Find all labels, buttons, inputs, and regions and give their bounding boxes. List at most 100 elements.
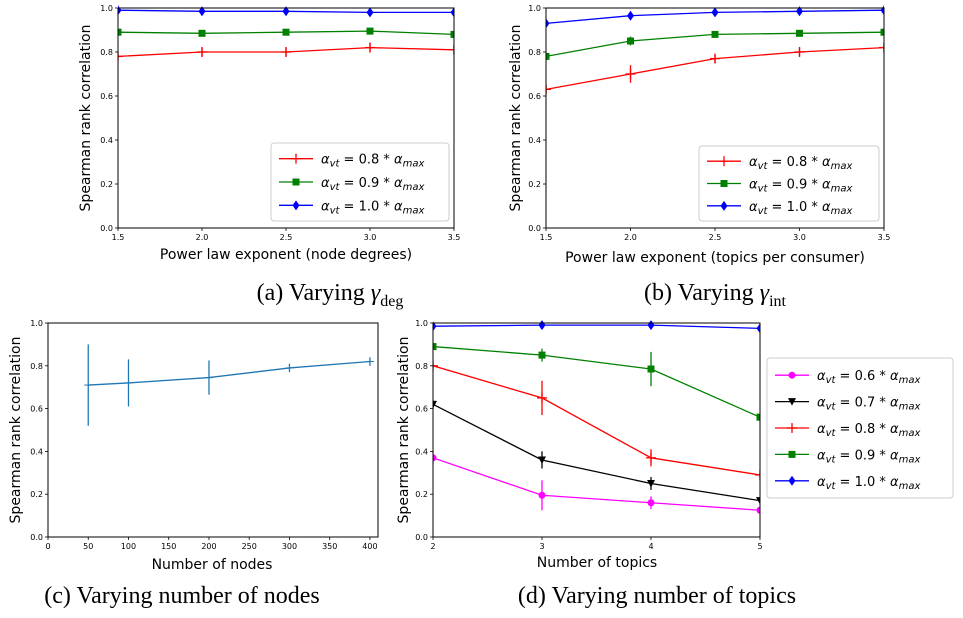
data-point — [711, 7, 719, 18]
data-point — [538, 491, 546, 499]
legend-swatch-marker — [788, 371, 796, 379]
subfigure-caption: (b) Varying γint — [644, 280, 786, 310]
legend-sub: max — [899, 428, 921, 439]
x-tick-label: 3.5 — [448, 233, 461, 242]
legend-sub: max — [899, 402, 921, 413]
subfigure-caption: (a) Varying γdeg — [257, 280, 404, 310]
series-2 — [546, 5, 884, 29]
y-tick-label: 0.8 — [528, 48, 541, 57]
x-tick-label: 2.5 — [280, 233, 293, 242]
legend-sub: vt — [826, 375, 837, 386]
legend-eq: = — [835, 369, 854, 384]
x-tick-label: 150 — [161, 542, 176, 551]
legend-factor: 0.9 — [787, 178, 808, 193]
y-tick-label: 1.0 — [528, 4, 541, 13]
data-point — [538, 456, 546, 464]
legend-item: αvt = 0.8 * αmax — [279, 153, 424, 170]
data-point — [711, 30, 719, 38]
legend-label: αvt = 0.8 * αmax — [321, 153, 424, 170]
legend-label: αvt = 1.0 * αmax — [817, 475, 920, 492]
legend-item: αvt = 1.0 * αmax — [279, 199, 424, 216]
legend-box — [698, 145, 880, 222]
legend-eq: = — [339, 199, 358, 214]
x-tick-label: 1.5 — [540, 233, 553, 242]
x-axis-label: Number of nodes — [152, 557, 273, 573]
legend-alpha: α — [822, 200, 831, 215]
legend-sub: vt — [826, 454, 837, 465]
legend-sub: vt — [826, 428, 837, 439]
legend-alpha: α — [817, 448, 826, 463]
legend-factor: 0.9 — [359, 176, 380, 191]
x-tick-label: 3.5 — [878, 233, 891, 242]
y-tick-label: 0.2 — [415, 490, 428, 499]
data-point — [546, 18, 550, 29]
data-point — [433, 321, 437, 332]
legend-sub: vt — [758, 161, 769, 172]
data-point — [366, 7, 374, 18]
legend-label: αvt = 0.8 * αmax — [817, 422, 920, 439]
legend-box — [766, 357, 954, 499]
series-2 — [433, 360, 760, 480]
legend-sub: vt — [826, 481, 837, 492]
legend-sub: max — [831, 206, 853, 217]
y-tick-label: 0.8 — [100, 48, 113, 57]
data-point — [756, 323, 760, 334]
y-tick-label: 1.0 — [415, 319, 428, 328]
subfigure-caption: (d) Varying number of topics — [518, 583, 796, 609]
data-point — [756, 413, 760, 421]
series-line — [433, 324, 760, 329]
legend-sub: vt — [330, 182, 341, 193]
data-point — [118, 28, 122, 36]
series-line — [433, 345, 760, 418]
data-point — [366, 27, 374, 35]
legend-item: αvt = 1.0 * αmax — [707, 200, 852, 217]
x-tick-label: 100 — [121, 542, 136, 551]
series-line — [433, 457, 760, 511]
data-point — [433, 400, 437, 409]
legend-star: * — [807, 178, 822, 193]
legend-label: αvt = 1.0 * αmax — [749, 200, 852, 217]
legend-alpha: α — [749, 155, 758, 170]
data-point — [647, 499, 655, 507]
x-tick-label: 3.0 — [793, 233, 806, 242]
legend-factor: 1.0 — [359, 199, 380, 214]
plot-frame — [432, 322, 761, 538]
legend-star: * — [875, 369, 890, 384]
x-tick-label: 3.0 — [364, 233, 377, 242]
series-1 — [433, 400, 760, 505]
legend-eq: = — [835, 422, 854, 437]
chart-b: 1.5 2.0 2.5 3.0 3.5 0.0 0.2 0.4 0.6 0.8 1.0 Power l… — [508, 4, 890, 310]
chart-d: 2 3 4 5 0.0 0.2 0.4 0.6 0.8 1.0 Number of topics Sp… — [396, 319, 954, 609]
y-axis-label: Spearman rank correlation — [78, 25, 94, 212]
legend-alpha: α — [890, 475, 899, 490]
data-point — [647, 365, 655, 373]
series-line — [433, 403, 760, 502]
legend-swatch-marker — [292, 200, 300, 211]
plot-area — [546, 5, 884, 95]
legend-star: * — [379, 153, 394, 168]
legend-item: αvt = 0.9 * αmax — [707, 178, 852, 195]
legend-label: αvt = 0.7 * αmax — [817, 396, 920, 413]
legend-sub: max — [831, 161, 853, 172]
legend-item: αvt = 0.7 * αmax — [775, 396, 920, 413]
y-axis-label: Spearman rank correlation — [396, 337, 412, 524]
legend-alpha: α — [321, 199, 330, 214]
legend-item: αvt = 0.8 * αmax — [775, 422, 920, 439]
x-tick-label: 50 — [83, 542, 93, 551]
legend-alpha: α — [890, 448, 899, 463]
legend-star: * — [875, 448, 890, 463]
legend-swatch-marker — [788, 398, 796, 406]
legend: αvt = 0.6 * αmax αvt = 0.7 * αmax αvt = 0.… — [766, 357, 954, 499]
legend-alpha: α — [822, 178, 831, 193]
caption-subscript: deg — [380, 293, 403, 310]
x-tick-label: 2.0 — [196, 233, 209, 242]
x-tick-label: 1.5 — [112, 233, 125, 242]
legend-alpha: α — [817, 369, 826, 384]
legend-item: αvt = 0.6 * αmax — [775, 369, 920, 386]
x-tick-label: 250 — [242, 542, 257, 551]
legend-box — [270, 142, 450, 222]
y-axis-label: Spearman rank correlation — [508, 25, 524, 212]
data-point — [880, 28, 884, 36]
y-tick-label: 0.0 — [528, 224, 541, 233]
caption-text: (c) Varying number of nodes — [44, 583, 319, 609]
